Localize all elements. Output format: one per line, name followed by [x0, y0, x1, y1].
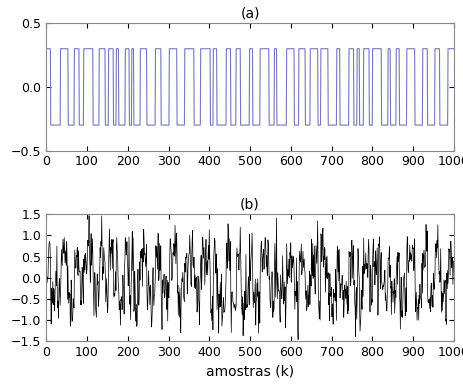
Title: (b): (b): [240, 197, 260, 211]
Title: (a): (a): [240, 7, 260, 21]
X-axis label: amostras (k): amostras (k): [206, 365, 294, 379]
